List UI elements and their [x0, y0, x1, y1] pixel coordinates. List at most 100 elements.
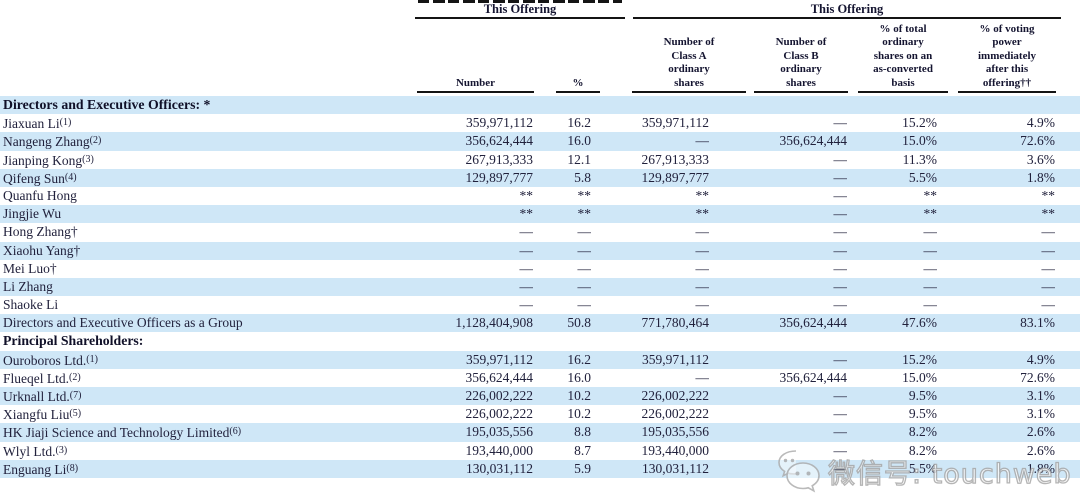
table-cell: 193,440,000: [641, 442, 710, 458]
table-cell: **: [1041, 187, 1056, 203]
table-cell: —: [923, 297, 938, 313]
table-cell: 11.3%: [902, 151, 937, 167]
footnote-ref: (3): [55, 444, 68, 456]
table-cell: —: [833, 115, 848, 131]
table-cell: [533, 96, 591, 114]
row-label: Mei Luo†: [3, 260, 57, 276]
table-cell: 8.2%: [908, 424, 937, 440]
table-cell: 3.6%: [1026, 151, 1055, 167]
row-label: Xiaohu Yang†: [3, 242, 81, 258]
table-cell: —: [1041, 242, 1056, 258]
table-cell: 356,624,444: [779, 133, 848, 149]
table-row: Jianping Kong(3) 267,913,333 12.1 267,913,3…: [0, 151, 1080, 169]
table-cell: —: [833, 406, 848, 422]
row-label: Qifeng Sun(4): [3, 170, 77, 186]
row-label: Hong Zhang†: [3, 224, 78, 240]
table-cell: [937, 96, 1055, 114]
table-cell: 195,035,556: [465, 424, 534, 440]
table-cell: —: [695, 369, 710, 385]
table-cell: **: [519, 187, 534, 203]
table-row: Nangeng Zhang(2) 356,624,444 16.0 — 356,624,…: [0, 132, 1080, 151]
table-cell: 72.6%: [1020, 369, 1055, 385]
table-cell: 356,624,444: [779, 315, 848, 331]
row-label: Principal Shareholders:: [3, 333, 144, 349]
table-cell: 8.8: [574, 424, 591, 440]
table-cell: 267,913,333: [465, 151, 534, 167]
table-row: Quanfu Hong ** ** ** — ** **: [0, 187, 1080, 205]
table-cell: 193,440,000: [465, 442, 534, 458]
table-cell: [709, 332, 847, 350]
row-label: Ouroboros Ltd.(1): [3, 352, 98, 368]
table-row: Xiaohu Yang† — — — — — —: [0, 241, 1080, 260]
table-cell: 2.6%: [1026, 424, 1055, 440]
table-cell: —: [833, 224, 848, 240]
table-cell: —: [923, 278, 938, 294]
footnote-ref: (6): [229, 426, 242, 438]
table-cell: —: [1041, 297, 1056, 313]
table-cell: 15.2%: [902, 115, 937, 131]
table-cell: [847, 96, 937, 114]
table-cell: 10.2: [567, 388, 591, 403]
row-label: Shaoke Li: [3, 297, 59, 313]
table-cell: 5.5%: [908, 169, 937, 185]
table-row: Ouroboros Ltd.(1) 359,971,112 16.2 359,971,…: [0, 350, 1080, 369]
row-label: Directors and Executive Officers: *: [3, 97, 211, 112]
table-cell: **: [923, 206, 938, 222]
col-header-class-a: Number of Class A ordinary shares: [632, 36, 746, 93]
footnote-ref: (7): [69, 390, 82, 401]
row-label: Urknall Ltd.(7): [3, 389, 82, 404]
table-cell: —: [577, 297, 592, 313]
cropped-text-fragment: [418, 0, 622, 3]
table-cell: —: [1041, 260, 1056, 276]
table-row: Jiaxuan Li(1) 359,971,112 16.2 359,971,112 —…: [0, 114, 1080, 132]
table-cell: —: [695, 133, 710, 149]
footnote-ref: (1): [59, 117, 72, 129]
row-label: Directors and Executive Officers as a Gr…: [3, 315, 243, 331]
table-cell: 4.9%: [1026, 115, 1055, 131]
table-cell: —: [519, 242, 534, 258]
table-cell: **: [1041, 206, 1056, 222]
table-cell: 8.7: [574, 442, 591, 458]
table-row: Flueqel Ltd.(2) 356,624,444 16.0 — 356,624,4…: [0, 369, 1080, 387]
col-header-number: Number: [417, 77, 534, 93]
table-cell: —: [1041, 278, 1056, 294]
footnote-ref: (3): [82, 153, 94, 165]
row-label: Jiaxuan Li(1): [3, 116, 72, 132]
table-cell: —: [833, 151, 848, 167]
table-cell: [591, 332, 709, 350]
footnote-ref: (5): [69, 408, 82, 420]
row-label: Nangeng Zhang(2): [3, 134, 102, 150]
table-cell: 16.2: [567, 115, 591, 131]
table-cell: —: [833, 206, 848, 222]
table-cell: 359,971,112: [466, 351, 533, 367]
table-cell: —: [577, 224, 592, 240]
table-cell: 50.8: [567, 315, 591, 331]
row-label: Jianping Kong(3): [3, 152, 94, 168]
table-cell: 16.2: [567, 351, 591, 367]
table-cell: —: [833, 442, 848, 458]
offering-group-left-title: This Offering: [415, 2, 625, 19]
table-cell: [591, 96, 709, 114]
table-cell: **: [695, 187, 710, 203]
table-cell: 226,002,222: [465, 388, 534, 403]
table-cell: —: [923, 224, 938, 240]
table-row: Urknall Ltd.(7) 226,002,222 10.2 226,002,22…: [0, 387, 1080, 406]
table-cell: 10.2: [567, 406, 591, 422]
table-cell: —: [577, 260, 592, 276]
table-cell: **: [577, 206, 592, 222]
table-row: Wlyl Ltd.(3) 193,440,000 8.7 193,440,000 — 8.…: [0, 442, 1080, 460]
table-cell: —: [695, 224, 710, 240]
table-cell: [415, 332, 533, 350]
table-row: Directors and Executive Officers: *: [0, 96, 1080, 115]
table-cell: 15.0%: [902, 133, 937, 149]
table-cell: **: [923, 187, 938, 203]
table-cell: 226,002,222: [641, 388, 710, 403]
col-header-percent: %: [556, 77, 600, 93]
table-cell: 2.6%: [1026, 442, 1055, 458]
table-cell: 1,128,404,908: [455, 315, 533, 331]
table-cell: 359,971,112: [466, 115, 533, 131]
row-label: Enguang Li(8): [3, 461, 79, 477]
footnote-ref: (8): [66, 462, 79, 474]
table-cell: —: [577, 278, 592, 294]
table-cell: —: [1041, 224, 1056, 240]
